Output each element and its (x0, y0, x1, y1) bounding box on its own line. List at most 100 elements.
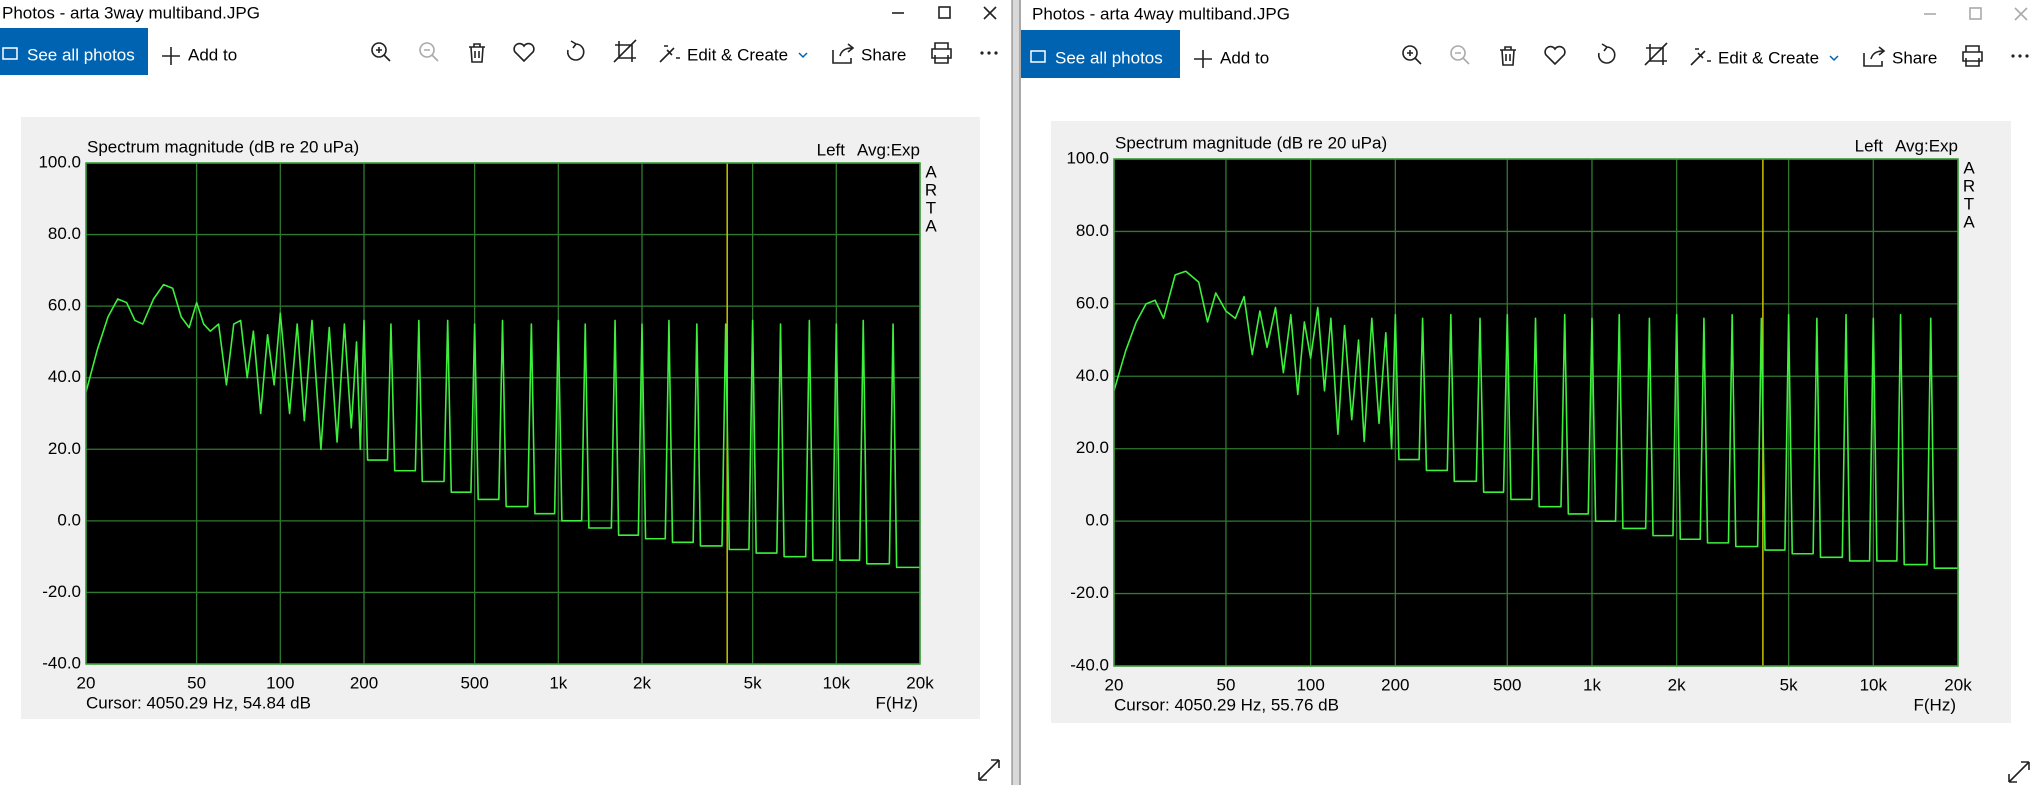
favorite-icon[interactable] (1544, 45, 1566, 66)
delete-icon[interactable] (469, 43, 485, 63)
edit-create-button[interactable]: Edit & Create (1718, 48, 1819, 67)
rotate-icon[interactable] (1597, 43, 1616, 64)
share-icon[interactable] (1863, 46, 1886, 67)
more-button[interactable] (980, 51, 998, 55)
channel-label: Left (1855, 136, 1884, 155)
plot-frame (1113, 158, 1959, 667)
brand-letter: R (925, 180, 937, 199)
x-tick-label: 10k (823, 673, 851, 692)
maximize-button[interactable] (938, 6, 951, 19)
channel-label: Left (817, 140, 846, 159)
y-tick-label: -20.0 (42, 582, 81, 601)
print-icon[interactable] (1962, 45, 1983, 67)
y-tick-label: 20.0 (48, 439, 81, 458)
brand-letter: A (1963, 158, 1975, 177)
zoom-in-icon[interactable] (1402, 45, 1422, 65)
brand-letter: T (926, 198, 936, 217)
x-tick-label: 200 (350, 673, 378, 692)
maximize-button[interactable] (1969, 7, 1982, 20)
spectrum-line (85, 283, 920, 569)
add-to-button[interactable]: Add to (1220, 48, 1269, 67)
share-button[interactable]: Share (861, 45, 906, 64)
charts: Spectrum magnitude (dB re 20 uPa) Avg:Exp… (21, 117, 2011, 723)
add-icon[interactable] (162, 47, 180, 65)
fullscreen-icon[interactable] (978, 759, 1000, 781)
averaging-label: Avg:Exp (857, 140, 920, 159)
x-tick-label: 20k (1944, 675, 1972, 694)
y-tick-label: 100.0 (1066, 148, 1109, 167)
y-tick-label: 80.0 (1076, 221, 1109, 240)
brand-letter: A (1963, 212, 1975, 231)
chevron (798, 52, 808, 59)
y-tick-label: 60.0 (1076, 293, 1109, 312)
zoom-in-icon[interactable] (371, 42, 391, 62)
x-tick-label: 1k (1583, 675, 1601, 694)
x-tick-label: 20 (77, 673, 96, 692)
add-icon[interactable] (1194, 50, 1212, 68)
window-title: Photos - arta 3way multiband.JPG (2, 3, 260, 22)
y-tick-label: -40.0 (42, 653, 81, 672)
x-tick-label: 20k (906, 673, 934, 692)
delete-icon[interactable] (1500, 46, 1516, 66)
cursor-readout: Cursor: 4050.29 Hz, 54.84 dB (86, 693, 311, 712)
x-tick-label: 5k (744, 673, 762, 692)
y-tick-label: 60.0 (48, 296, 81, 315)
x-tick-label: 100 (1296, 675, 1324, 694)
window-divider (1012, 0, 1021, 785)
see-all-photos-button[interactable] (0, 28, 148, 75)
y-tick-label: 0.0 (1085, 511, 1109, 530)
close-button[interactable] (983, 6, 997, 20)
edit-create-button[interactable]: Edit & Create (687, 45, 788, 64)
crop-icon[interactable] (1644, 42, 1668, 66)
x-tick-label: 2k (1668, 675, 1686, 694)
share-icon[interactable] (832, 43, 855, 64)
more-button[interactable] (2011, 54, 2029, 58)
y-tick-label: 40.0 (48, 367, 81, 386)
spectrum-line (1113, 270, 1958, 570)
plot-area (1114, 159, 1958, 666)
photos-icon (1030, 50, 1046, 63)
fullscreen-icon[interactable] (2008, 761, 2030, 783)
close-button[interactable] (2014, 7, 2028, 21)
y-tick-label: 40.0 (1076, 366, 1109, 385)
print-icon[interactable] (931, 42, 952, 64)
crop-icon[interactable] (613, 39, 637, 63)
x-tick-label: 500 (460, 673, 488, 692)
brand-letter: A (925, 162, 937, 181)
x-axis-label: F(Hz) (876, 693, 918, 712)
y-tick-label: -20.0 (1070, 583, 1109, 602)
x-tick-label: 200 (1381, 675, 1409, 694)
favorite-icon[interactable] (513, 42, 535, 63)
share-button[interactable]: Share (1892, 48, 1937, 67)
toolbar: See all photos Add to Edit & Create Shar… (1021, 30, 2029, 78)
button-label[interactable]: See all photos (1055, 48, 1163, 67)
edit-icon[interactable] (1690, 48, 1711, 66)
y-tick-label: 80.0 (48, 224, 81, 243)
y-tick-label: 100.0 (38, 152, 81, 171)
x-tick-label: 1k (549, 673, 567, 692)
x-tick-label: 500 (1493, 675, 1521, 694)
chart-title: Spectrum magnitude (dB re 20 uPa) (1115, 133, 1387, 152)
cursor-readout: Cursor: 4050.29 Hz, 55.76 dB (1114, 695, 1339, 714)
averaging-label: Avg:Exp (1895, 136, 1958, 155)
x-tick-label: 10k (1860, 675, 1888, 694)
brand-letter: T (1964, 194, 1974, 213)
edit-icon[interactable] (659, 45, 680, 63)
x-axis-label: F(Hz) (1914, 695, 1956, 714)
plot-frame (85, 162, 921, 665)
photos-icon (2, 47, 18, 60)
button-label[interactable]: See all photos (27, 45, 135, 64)
toolbar: See all photos Add to Edit & Create Shar… (0, 28, 998, 75)
x-tick-label: 50 (1216, 675, 1235, 694)
plot-area (86, 163, 920, 664)
add-to-button[interactable]: Add to (188, 45, 237, 64)
rotate-icon[interactable] (566, 40, 585, 61)
window-title: Photos - arta 4way multiband.JPG (1032, 4, 1290, 23)
window: Photos - arta 4way multiband.JPG See all… (1021, 4, 2030, 783)
y-tick-label: -40.0 (1070, 655, 1109, 674)
y-tick-label: 20.0 (1076, 438, 1109, 457)
see-all-photos-button[interactable] (1021, 30, 1180, 78)
zoom-out-icon (419, 42, 439, 62)
chevron (1829, 55, 1839, 62)
